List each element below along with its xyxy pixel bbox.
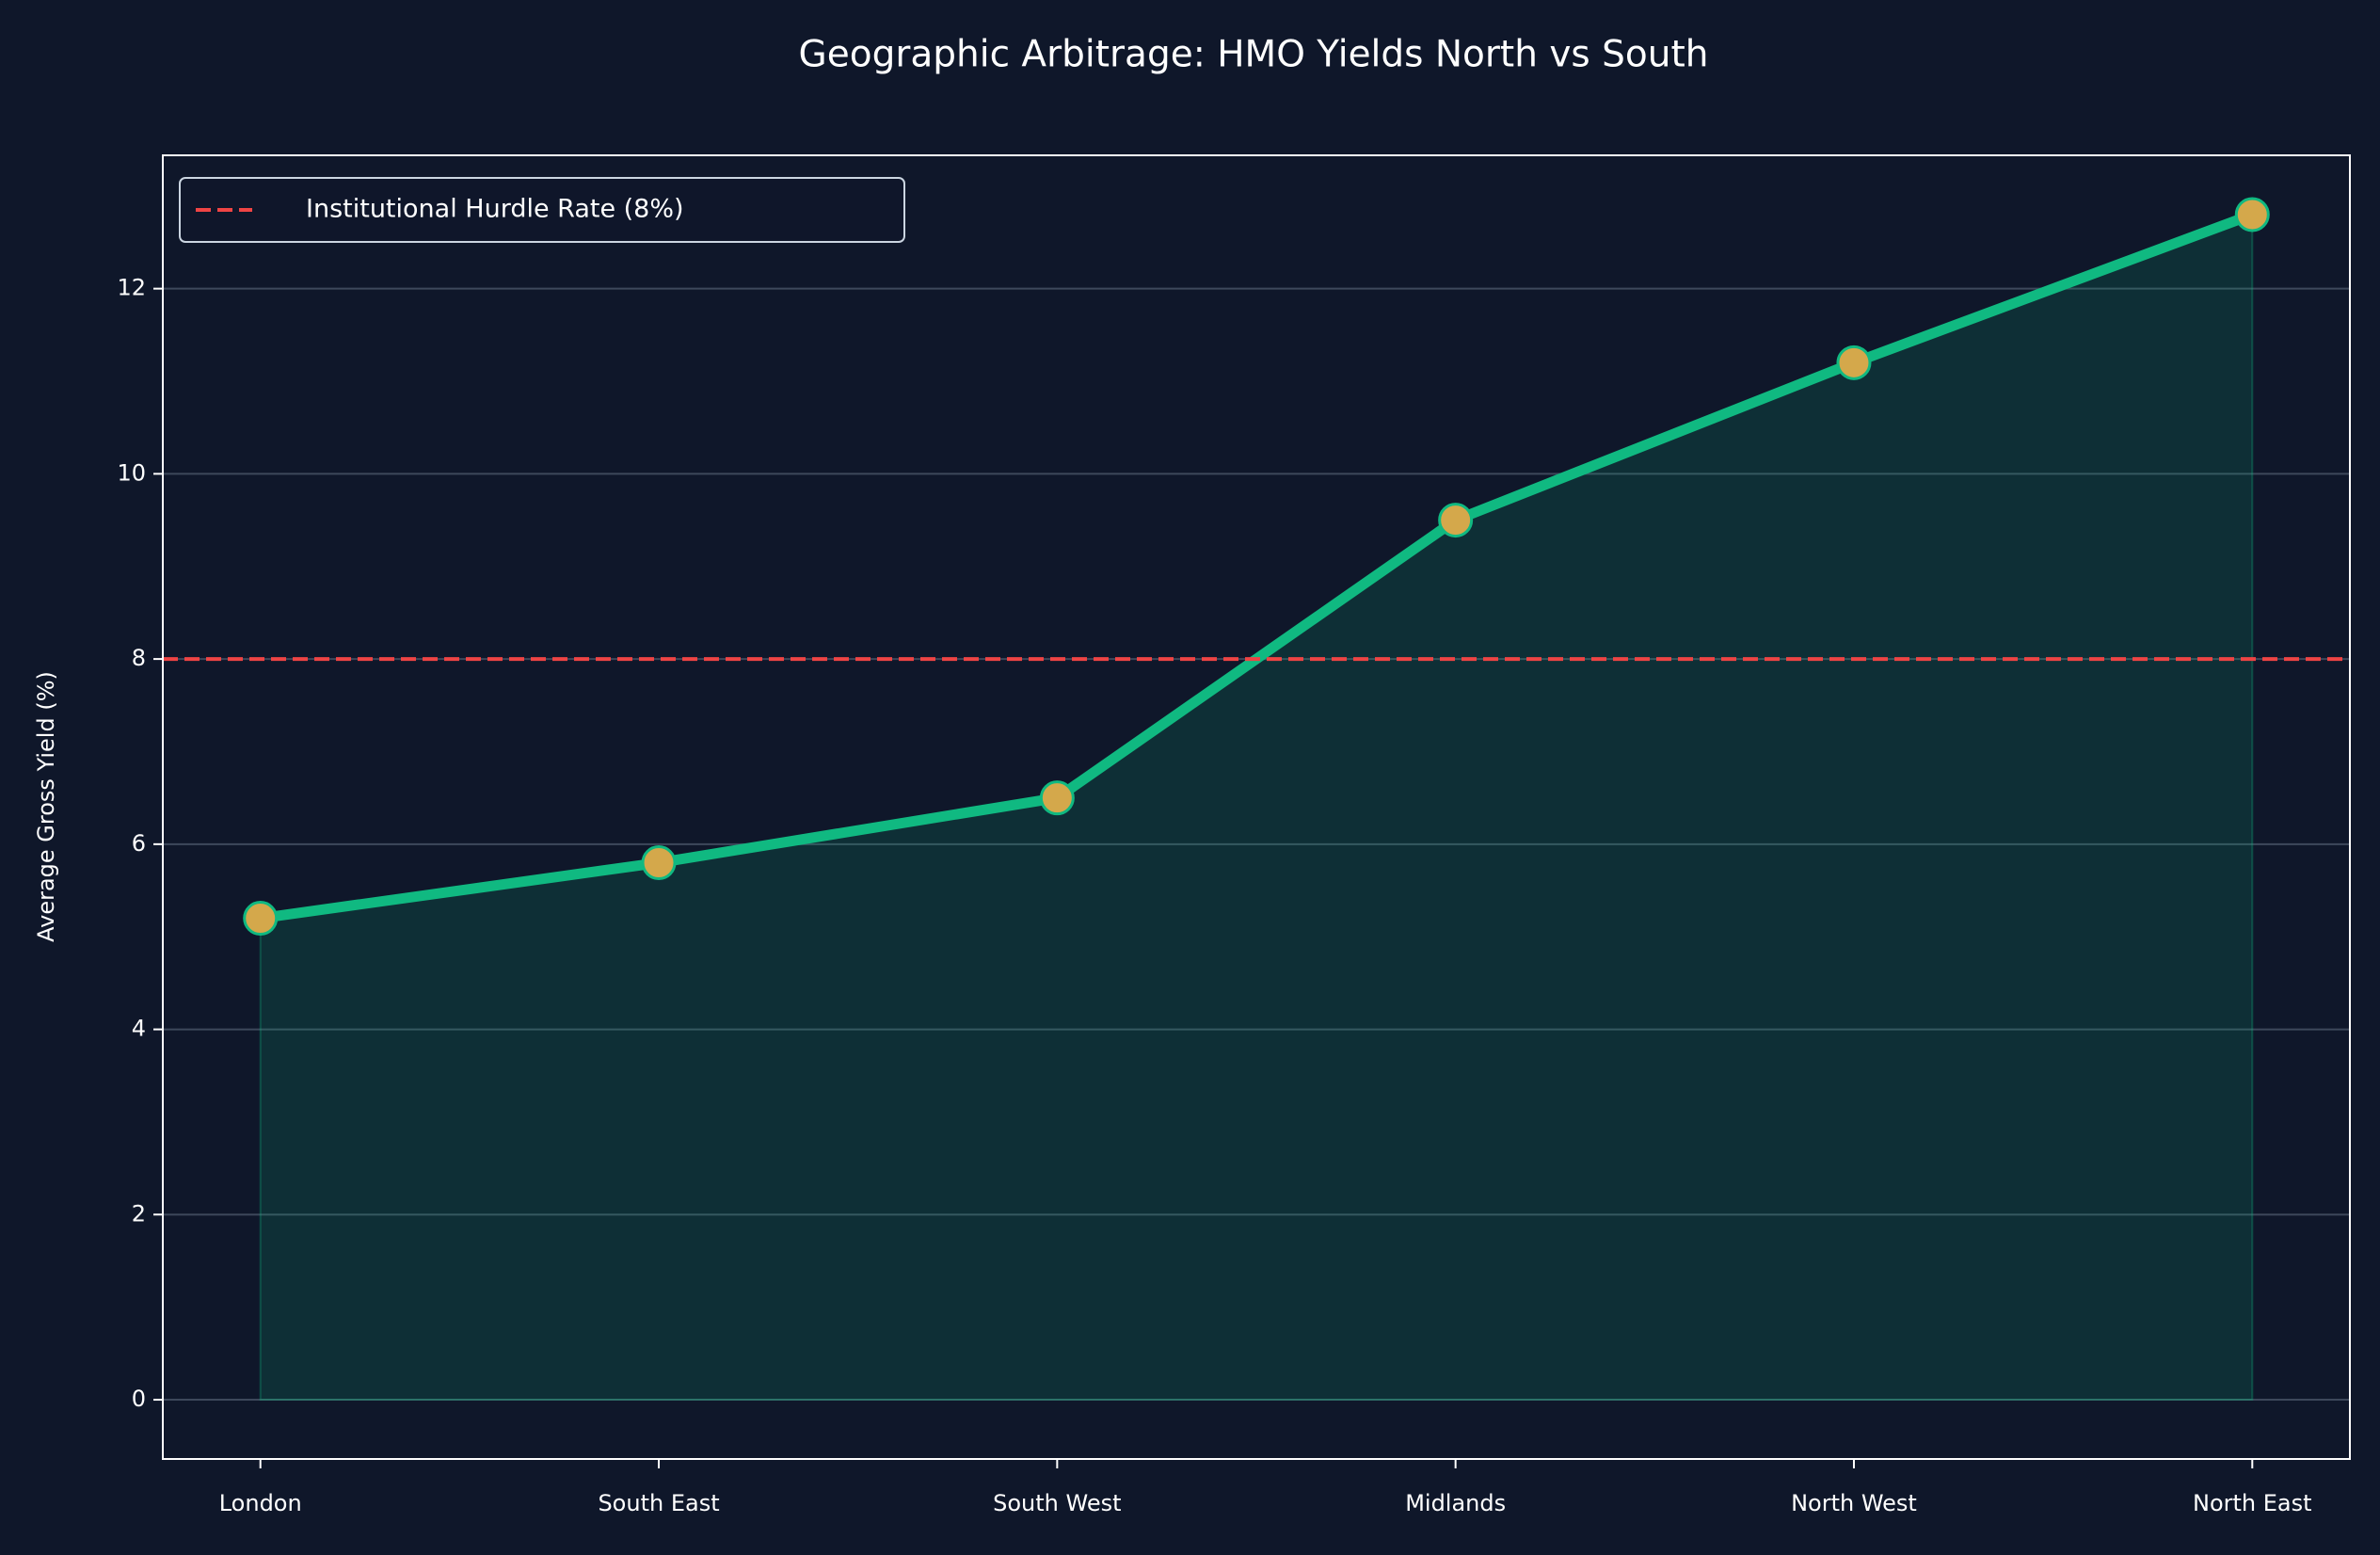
y-tick-label: 8 [132, 645, 146, 671]
marker [1039, 780, 1075, 816]
marker [243, 901, 279, 937]
marker [1836, 345, 1872, 380]
marker [2234, 197, 2270, 232]
y-tick-label: 6 [132, 830, 146, 857]
marker [1438, 503, 1474, 538]
x-tick-label: North West [1791, 1490, 1917, 1516]
y-tick-label: 0 [132, 1386, 146, 1412]
y-tick-label: 2 [132, 1200, 146, 1226]
legend-box [179, 177, 905, 243]
x-tick-label: London [219, 1490, 302, 1516]
y-tick-label: 4 [132, 1016, 146, 1042]
marker [641, 845, 677, 881]
x-tick-label: Midlands [1405, 1490, 1506, 1516]
plot-frame [162, 154, 2351, 1460]
x-tick-label: South East [598, 1490, 719, 1516]
y-tick-label: 12 [117, 275, 146, 301]
y-tick-label: 10 [117, 459, 146, 486]
y-axis-label: Average Gross Yield (%) [33, 671, 59, 942]
chart-title: Geographic Arbitrage: HMO Yields North v… [799, 34, 1709, 76]
x-tick-label: North East [2193, 1490, 2312, 1516]
legend-label: Institutional Hurdle Rate (8%) [306, 195, 684, 224]
x-tick-label: South West [993, 1490, 1121, 1516]
